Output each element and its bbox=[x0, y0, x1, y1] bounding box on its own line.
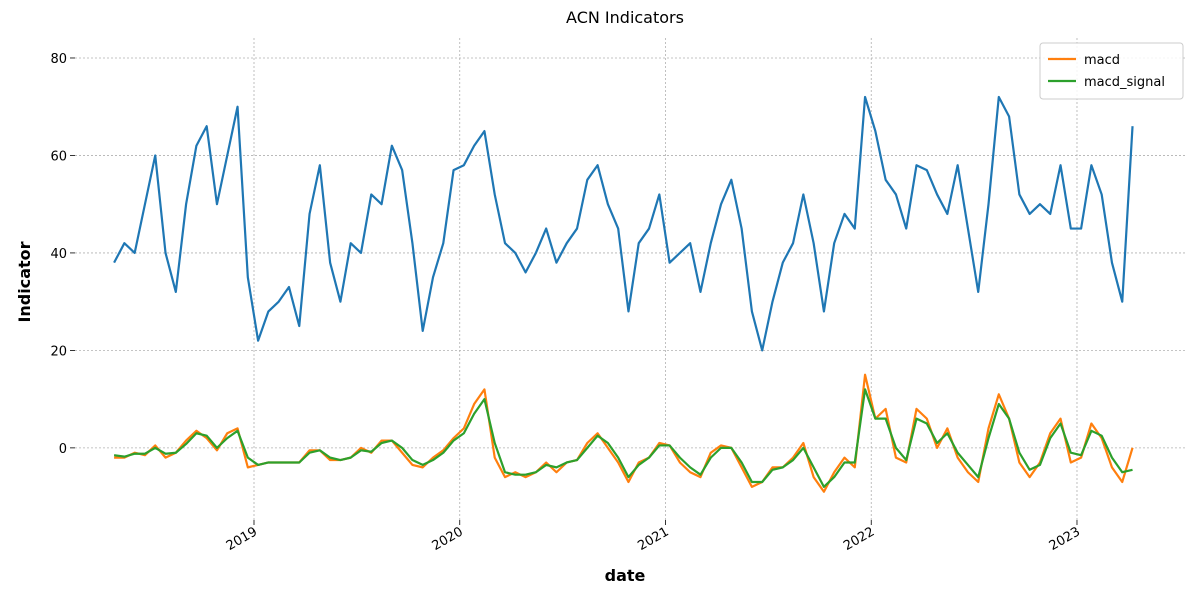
legend: macd macd_signal bbox=[1039, 42, 1184, 100]
series-line bbox=[113, 95, 1134, 352]
legend-label: macd bbox=[1084, 53, 1120, 68]
x-tick-label: 2021 bbox=[635, 524, 671, 554]
y-tick-label: 80 bbox=[50, 52, 67, 67]
y-tick-label: 40 bbox=[50, 247, 67, 262]
x-tick-label: 2023 bbox=[1047, 524, 1083, 554]
chart-title: ACN Indicators bbox=[566, 8, 684, 27]
legend-box bbox=[1039, 42, 1184, 100]
x-tick-label: 2019 bbox=[224, 524, 260, 554]
x-tick-label: 2020 bbox=[430, 524, 466, 554]
y-tick-label: 20 bbox=[50, 344, 67, 359]
x-tick-label: 2022 bbox=[841, 524, 877, 554]
y-tick-label: 60 bbox=[50, 149, 67, 164]
y-axis-label: Indicator bbox=[15, 241, 34, 322]
y-tick-label: 0 bbox=[59, 442, 67, 457]
series-line bbox=[113, 388, 1133, 488]
x-axis-label: date bbox=[605, 566, 646, 585]
legend-label: macd_signal bbox=[1084, 75, 1165, 90]
